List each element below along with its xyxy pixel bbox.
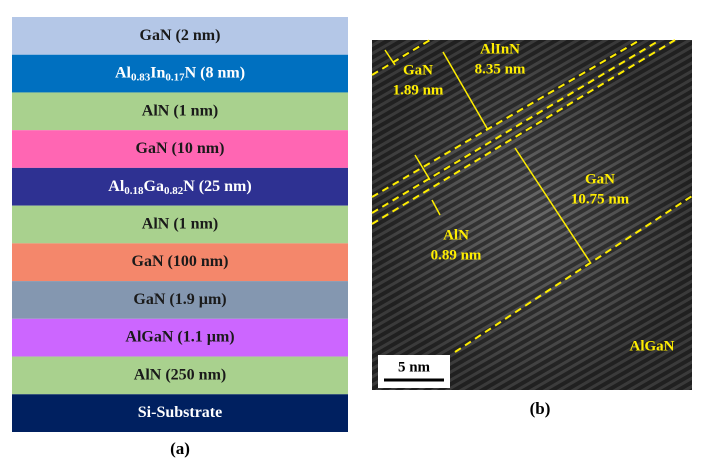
layer-label: GaN (100 nm) (132, 253, 229, 270)
annotation: AlN (443, 227, 469, 243)
layer-label: GaN (2 nm) (140, 27, 221, 44)
label-part: GaN (2 nm) (140, 27, 221, 44)
layer-label: AlN (250 nm) (134, 366, 226, 383)
label-part: N (8 nm) (185, 64, 245, 81)
annotation: 8.35 nm (475, 61, 526, 77)
annotation: 1.89 nm (393, 82, 444, 98)
label-part: AlN (250 nm) (134, 366, 226, 383)
subscript: 0.82 (164, 184, 184, 196)
annotation: AlGaN (630, 338, 675, 354)
label-part: GaN (10 nm) (136, 140, 225, 157)
layer-label: AlN (1 nm) (142, 102, 218, 119)
caption: (b) (530, 399, 551, 418)
scale-bar-label: 5 nm (398, 359, 431, 375)
subscript: 0.18 (124, 184, 144, 196)
label-part: AlN (1 nm) (142, 215, 218, 232)
annotation: GaN (403, 62, 433, 78)
label-part: Si-Substrate (138, 404, 222, 421)
label-part: GaN (1.9 µm) (133, 291, 226, 308)
label-part: N (25 nm) (183, 177, 251, 194)
label-part: GaN (100 nm) (132, 253, 229, 270)
annotation: 10.75 nm (571, 191, 630, 207)
layer-stack: GaN (2 nm)Al0.83In0.17N (8 nm)AlN (1 nm)… (12, 17, 348, 432)
layer-label: Si-Substrate (138, 404, 222, 421)
annotation: 0.89 nm (431, 247, 482, 263)
label-part: In (150, 64, 165, 81)
subscript: 0.83 (131, 71, 151, 83)
label-part: Al (115, 64, 132, 81)
label-part: Ga (144, 177, 164, 194)
layer-label: AlGaN (1.1 µm) (125, 328, 234, 345)
label-part: Al (108, 177, 125, 194)
layer-label: GaN (1.9 µm) (133, 291, 226, 308)
annotation: GaN (585, 171, 615, 187)
caption: (a) (170, 439, 190, 458)
subscript: 0.17 (165, 71, 185, 83)
layer-label: AlN (1 nm) (142, 215, 218, 232)
figure: GaN (2 nm)Al0.83In0.17N (8 nm)AlN (1 nm)… (0, 0, 710, 463)
annotation: AlInN (480, 41, 520, 57)
label-part: AlN (1 nm) (142, 102, 218, 119)
layer-label: GaN (10 nm) (136, 140, 225, 157)
label-part: AlGaN (1.1 µm) (125, 328, 234, 345)
